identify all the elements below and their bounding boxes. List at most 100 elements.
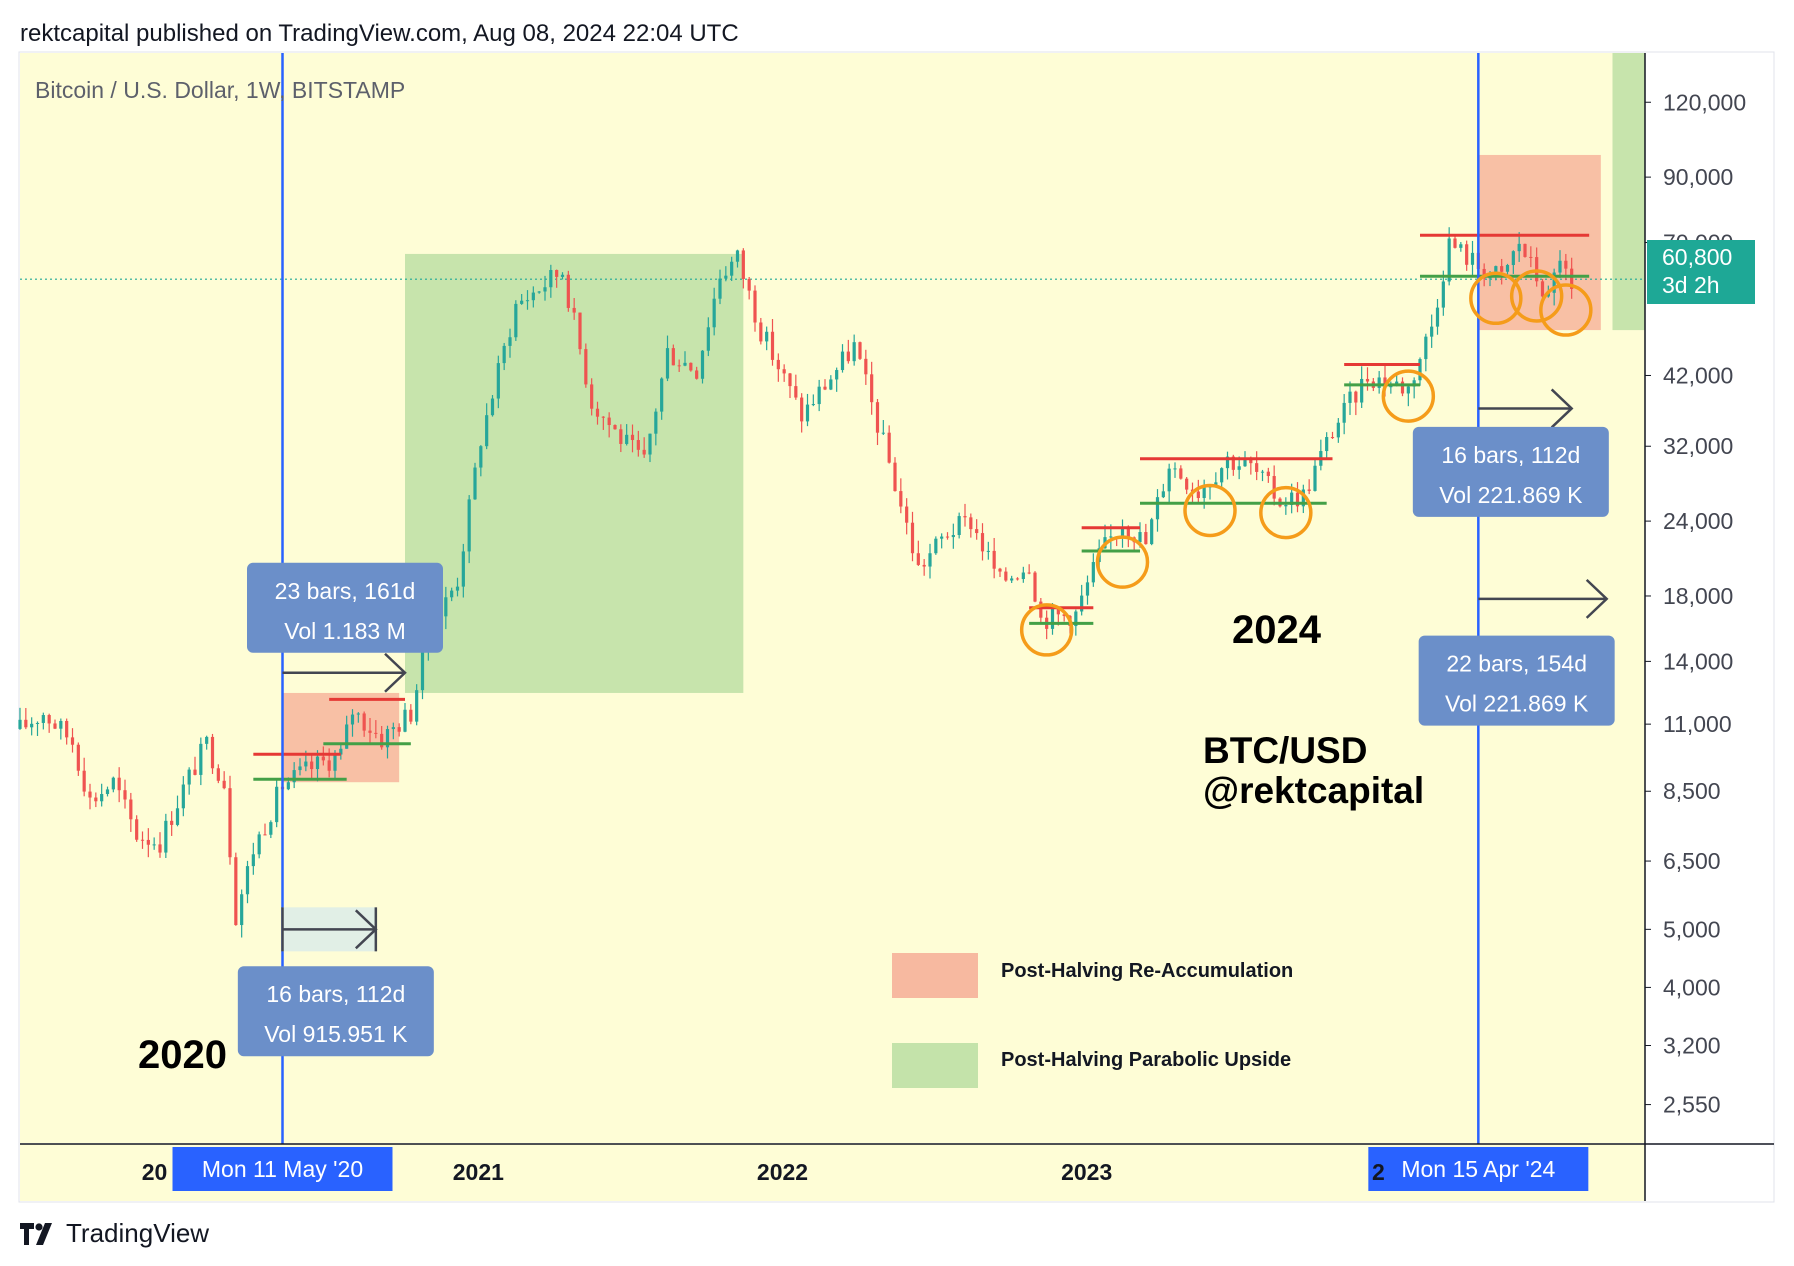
- candle-body-89: [537, 291, 541, 293]
- candle-body-105: [630, 434, 635, 441]
- halving-date-box-0: [172, 1147, 393, 1191]
- y-tick-label-0: 120,000: [1663, 89, 1746, 115]
- candle-body-174: [1033, 572, 1037, 602]
- candle-body-113: [677, 365, 681, 367]
- candle-body-25: [164, 820, 168, 853]
- measure-label-box-3: [1418, 635, 1615, 726]
- candle-body-100: [601, 416, 605, 418]
- candle-body-132: [788, 373, 792, 387]
- candle-body-184: [1091, 562, 1095, 583]
- candle-body-41: [257, 834, 261, 855]
- candle-body-9: [70, 737, 75, 745]
- candle-body-251: [1482, 268, 1486, 279]
- candle-body-85: [514, 303, 518, 338]
- candle-body-61: [374, 732, 378, 734]
- candle-body-217: [1284, 504, 1288, 507]
- candle-body-73: [444, 597, 448, 617]
- candle-body-154: [916, 553, 920, 565]
- candle-body-117: [700, 350, 705, 379]
- y-tick-label-6: 24,000: [1663, 508, 1733, 534]
- candle-body-224: [1325, 437, 1329, 452]
- candle-body-34: [216, 768, 220, 781]
- candle-body-182: [1080, 595, 1084, 612]
- candle-body-135: [805, 404, 810, 422]
- candle-body-178: [1056, 607, 1060, 615]
- candle-body-231: [1365, 378, 1370, 382]
- candle-body-206: [1220, 468, 1224, 483]
- measure-label-line1-2: 16 bars, 112d: [1441, 442, 1580, 468]
- candle-body-60: [368, 730, 372, 733]
- year-2024-label: 2024: [1232, 608, 1322, 652]
- candle-body-156: [928, 553, 932, 567]
- candle-body-258: [1523, 243, 1527, 257]
- candle-body-111: [665, 348, 670, 379]
- candle-body-93: [560, 274, 565, 277]
- candle-body-234: [1383, 377, 1387, 388]
- candle-body-192: [1138, 532, 1142, 543]
- measure-label-box-0: [247, 562, 443, 653]
- candle-body-109: [654, 411, 658, 434]
- candle-body-248: [1465, 244, 1469, 265]
- arrow-head-0: [384, 652, 407, 693]
- candle-body-197: [1167, 468, 1171, 492]
- candle-body-157: [934, 538, 938, 554]
- candle-body-167: [992, 550, 996, 569]
- candle-body-159: [945, 536, 950, 538]
- candle-body-56: [345, 724, 349, 749]
- candle-body-263: [1552, 272, 1556, 293]
- candle-body-35: [222, 780, 226, 789]
- candle-body-220: [1301, 489, 1305, 507]
- candle-body-140: [835, 370, 839, 380]
- measure-label-line2-3: Vol 221.869 K: [1445, 691, 1589, 717]
- legend-label-reaccumulation: Post-Halving Re-Accumulation: [1001, 960, 1293, 982]
- y-tick-label-10: 8,500: [1663, 778, 1721, 804]
- legend-swatch-parabolic: [892, 1043, 978, 1088]
- candle-body-170: [1010, 578, 1014, 581]
- candle-body-242: [1430, 326, 1434, 337]
- candle-body-16: [111, 777, 115, 790]
- candle-body-13: [94, 797, 98, 802]
- candle-body-189: [1120, 527, 1125, 537]
- candle-body-6: [53, 723, 57, 729]
- candle-body-130: [776, 359, 780, 370]
- candle-body-151: [899, 491, 903, 507]
- zone-re-accumulation-2: [1478, 154, 1601, 331]
- candle-body-208: [1231, 456, 1235, 470]
- candle-body-81: [490, 398, 495, 416]
- measure-label-box-2: [1412, 426, 1609, 517]
- x-axis: 2021 2022 2023 20 2: [142, 1159, 1385, 1185]
- candle-body-82: [496, 363, 500, 399]
- halving-lines-layer: Mon 11 May '20 Mon 15 Apr '24: [172, 53, 1589, 1191]
- candle-body-125: [747, 278, 751, 291]
- candle-body-202: [1196, 491, 1200, 499]
- candle-body-104: [625, 434, 629, 444]
- candle-body-123: [735, 250, 740, 262]
- candle-body-91: [549, 270, 553, 288]
- candle-body-190: [1126, 527, 1130, 538]
- candle-body-228: [1348, 391, 1352, 403]
- tradingview-brand: TradingView: [66, 1218, 210, 1248]
- candle-body-57: [350, 714, 355, 725]
- candle-body-101: [607, 417, 611, 426]
- candle-body-47: [292, 770, 296, 783]
- candle-body-128: [765, 331, 769, 342]
- candle-body-55: [339, 748, 343, 755]
- candle-body-149: [887, 432, 891, 463]
- y-tick-label-8: 14,000: [1663, 648, 1733, 674]
- candle-body-44: [275, 786, 279, 823]
- candle-body-219: [1295, 492, 1300, 507]
- candle-body-227: [1342, 402, 1346, 423]
- candle-body-97: [584, 349, 588, 385]
- candle-body-95: [572, 307, 576, 313]
- candle-body-37: [234, 857, 238, 926]
- candle-body-193: [1144, 532, 1148, 545]
- candle-body-161: [957, 516, 961, 535]
- candle-body-98: [590, 384, 594, 409]
- candle-body-18: [123, 790, 127, 800]
- candle-body-38: [240, 894, 244, 926]
- retest-circle-5: [1469, 271, 1523, 326]
- candle-body-245: [1447, 238, 1451, 282]
- candle-body-165: [980, 533, 985, 552]
- zone-parabolic-upside-3: [1612, 53, 1645, 331]
